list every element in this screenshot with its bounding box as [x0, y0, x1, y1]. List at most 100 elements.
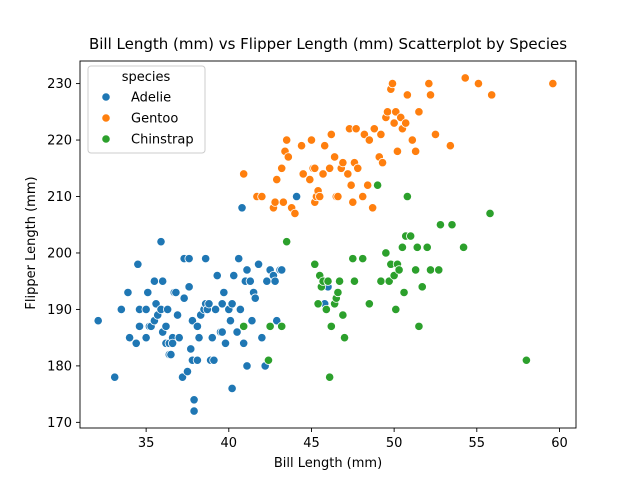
data-point: [338, 310, 348, 320]
data-point: [253, 259, 264, 269]
data-point: [414, 107, 424, 117]
data-point: [364, 135, 374, 145]
legend-label-adelie: Adelie: [131, 91, 171, 106]
data-point: [460, 73, 470, 83]
legend-marker-adelie: [101, 92, 111, 102]
data-point: [434, 265, 444, 275]
data-point: [194, 333, 204, 343]
data-point: [143, 287, 153, 298]
data-point: [392, 146, 403, 156]
data-point: [290, 208, 300, 219]
data-point: [179, 293, 189, 303]
data-point: [369, 124, 379, 134]
data-point: [348, 197, 358, 207]
data-point: [141, 333, 151, 343]
data-point: [277, 163, 287, 173]
data-point: [250, 293, 260, 303]
data-point: [166, 349, 176, 360]
data-point: [411, 146, 421, 156]
data-point: [232, 327, 242, 337]
data-point: [156, 237, 166, 247]
data-point: [186, 344, 196, 354]
x-tick-label: 50: [386, 436, 403, 451]
data-point: [192, 321, 202, 331]
data-point: [172, 310, 183, 320]
data-point: [220, 338, 231, 348]
data-point: [184, 254, 194, 264]
data-point: [282, 237, 292, 247]
data-point: [343, 169, 353, 179]
data-point: [257, 333, 267, 343]
data-point: [174, 333, 184, 343]
data-point: [338, 158, 348, 168]
legend-label-gentoo: Gentoo: [131, 112, 178, 127]
data-point: [296, 141, 307, 151]
data-point: [239, 321, 249, 331]
data-point: [209, 355, 219, 365]
data-point: [411, 265, 421, 275]
data-point: [207, 333, 217, 343]
y-tick-label: 230: [47, 77, 72, 92]
data-point: [171, 287, 181, 298]
legend-marker-chinstrap: [101, 134, 111, 144]
data-point: [358, 191, 368, 202]
data-point: [407, 135, 417, 145]
x-tick-label: 60: [551, 436, 568, 451]
data-point: [265, 321, 275, 331]
data-point: [376, 129, 386, 139]
data-point: [189, 395, 199, 405]
data-point: [239, 169, 249, 179]
data-point: [116, 304, 126, 315]
data-point: [131, 338, 141, 348]
data-point: [227, 383, 237, 394]
data-point: [397, 242, 407, 252]
data-point: [134, 321, 145, 331]
data-point: [399, 287, 409, 298]
y-tick-label: 210: [47, 190, 72, 205]
data-point: [325, 372, 335, 382]
data-point: [189, 406, 199, 416]
data-point: [237, 203, 247, 213]
data-point: [318, 169, 328, 179]
data-point: [110, 372, 120, 382]
series-chinstrap: [239, 180, 532, 382]
data-point: [406, 231, 416, 241]
data-point: [521, 355, 532, 365]
x-tick-label: 55: [469, 436, 486, 451]
legend-box: [87, 65, 206, 154]
data-point: [487, 90, 497, 100]
data-point: [277, 265, 287, 275]
data-point: [204, 299, 214, 309]
y-axis-label: Flipper Length (mm): [24, 176, 39, 309]
data-point: [387, 78, 398, 89]
data-point: [245, 276, 255, 286]
data-point: [167, 338, 178, 348]
data-point: [548, 78, 558, 89]
data-point: [326, 129, 336, 139]
data-point: [234, 254, 244, 264]
data-point: [430, 129, 441, 139]
data-point: [458, 242, 469, 252]
legend-marker-gentoo: [101, 113, 111, 123]
data-point: [239, 338, 249, 348]
data-point: [402, 90, 412, 100]
data-point: [306, 135, 317, 145]
data-point: [242, 265, 252, 275]
data-point: [277, 321, 287, 331]
data-point: [330, 152, 340, 162]
legend-title: species: [122, 70, 171, 85]
data-point: [125, 333, 135, 343]
data-point: [414, 321, 424, 331]
legend-label-chinstrap: Chinstrap: [131, 133, 194, 148]
data-point: [93, 316, 103, 326]
data-point: [123, 287, 133, 298]
data-point: [425, 265, 436, 275]
data-point: [333, 191, 343, 202]
y-tick-label: 200: [47, 246, 72, 261]
x-axis-label: Bill Length (mm): [274, 456, 382, 471]
data-point: [201, 254, 211, 264]
data-point: [435, 220, 446, 230]
data-point: [325, 163, 335, 173]
data-point: [389, 118, 399, 128]
